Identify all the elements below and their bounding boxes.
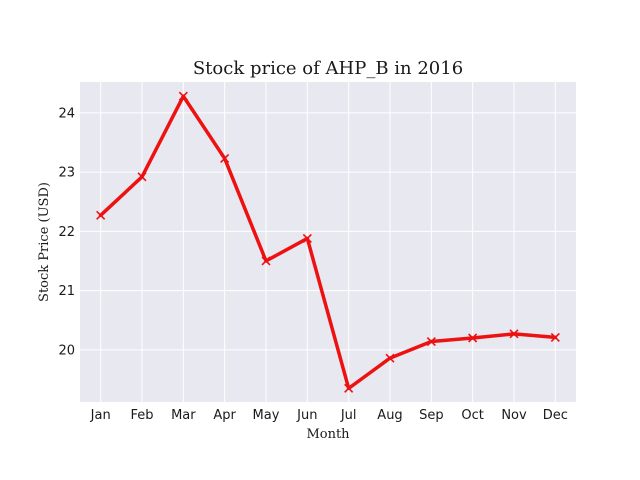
data-point-marker — [509, 329, 519, 339]
data-point-marker — [550, 332, 560, 342]
y-tick-label: 20 — [58, 343, 75, 358]
x-tick-label: Oct — [461, 408, 483, 423]
data-point-marker — [302, 233, 312, 244]
plot-area — [80, 82, 576, 402]
y-axis-label: Stock Price (USD) — [37, 182, 52, 302]
data-point-marker — [261, 256, 271, 266]
x-tick-labels: Jan Feb Mar Apr May Jun Jul Aug Sep Oct Nov Dec — [90, 408, 568, 423]
data-point-marker — [96, 210, 106, 220]
data-point-marker — [426, 336, 436, 347]
x-tick-label: Jul — [340, 408, 357, 423]
series-line — [98, 94, 558, 391]
x-tick-label: Jun — [296, 408, 317, 423]
y-tick-label: 23 — [58, 166, 75, 181]
x-tick-label: Feb — [130, 408, 153, 423]
x-tick-label: Dec — [543, 408, 568, 423]
x-tick-label: Sep — [419, 408, 444, 423]
x-tick-label: Apr — [213, 408, 236, 423]
chart-title: Stock price of AHP_B in 2016 — [193, 58, 463, 79]
data-point-marker — [344, 383, 354, 393]
y-tick-labels: 20 21 22 23 24 — [58, 106, 75, 358]
x-tick-label: May — [253, 408, 280, 423]
data-point-marker — [137, 172, 147, 182]
y-tick-label: 21 — [58, 284, 75, 299]
data-point-marker — [178, 91, 188, 101]
y-tick-label: 22 — [58, 225, 75, 240]
x-tick-label: Nov — [501, 408, 527, 423]
data-point-marker — [385, 353, 395, 363]
data-point-marker — [220, 153, 230, 164]
series-layer — [96, 91, 560, 393]
x-tick-label: Aug — [377, 408, 402, 423]
y-tick-label: 24 — [58, 106, 75, 121]
x-tick-label: Mar — [171, 408, 196, 423]
x-axis-label: Month — [306, 427, 350, 442]
data-point-marker — [468, 333, 478, 343]
x-tick-label: Jan — [90, 408, 111, 423]
